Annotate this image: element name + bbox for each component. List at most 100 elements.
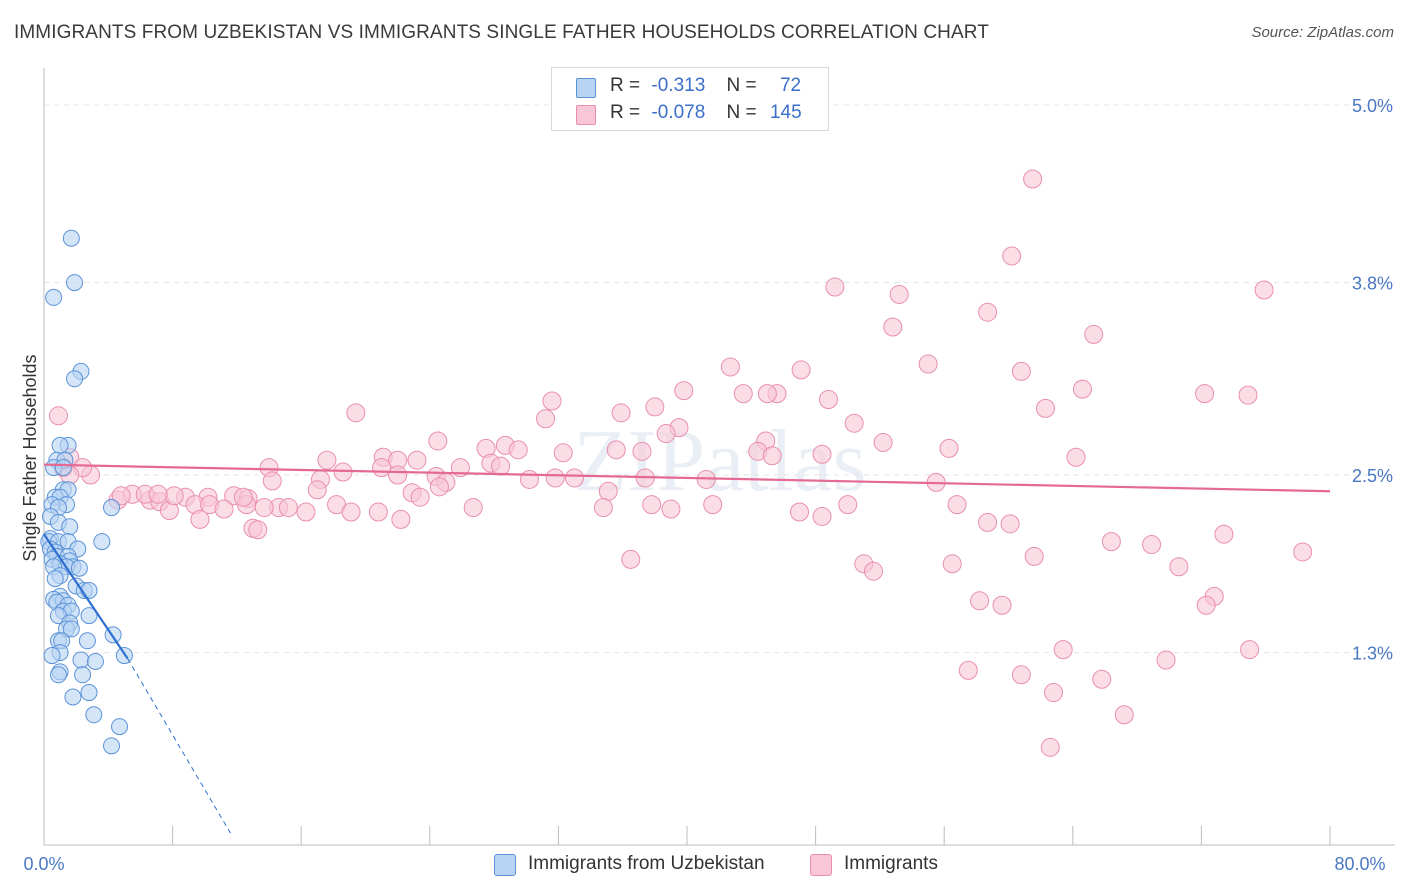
immigrants-point — [642, 495, 662, 515]
immigrants-point — [391, 509, 411, 529]
uzbekistan-point — [111, 718, 129, 736]
immigrants-point — [598, 481, 618, 501]
immigrants-trendline — [43, 463, 1331, 493]
immigrants-point — [1101, 532, 1121, 552]
y-tick-label: 3.8% — [1352, 274, 1393, 294]
immigrants-point — [491, 456, 511, 476]
immigrants-point — [812, 444, 832, 464]
uzbekistan-point — [72, 651, 90, 669]
immigrants-point — [661, 499, 681, 519]
immigrants-point — [1053, 640, 1073, 660]
immigrants-point — [428, 431, 448, 451]
immigrants-point — [656, 424, 676, 444]
immigrants-point — [410, 487, 430, 507]
uzbekistan-point — [62, 229, 80, 247]
immigrants-point — [791, 360, 811, 380]
uzbekistan-point — [54, 459, 72, 477]
immigrants-point — [1002, 246, 1022, 266]
immigrants-point — [992, 595, 1012, 615]
immigrants-point — [889, 284, 909, 304]
n-value-immigrants: 145 — [769, 102, 802, 123]
immigrants-point — [317, 450, 337, 470]
immigrants-point — [1040, 737, 1060, 757]
uzbekistan-swatch — [576, 78, 596, 98]
uzbekistan-point — [80, 684, 98, 702]
immigrants-point — [1035, 398, 1055, 418]
immigrants-point — [407, 450, 427, 470]
immigrants-point — [254, 498, 274, 518]
uzbekistan-point — [103, 737, 121, 755]
immigrants-point — [111, 486, 131, 506]
uzbekistan-point — [64, 688, 82, 706]
immigrants-point — [542, 391, 562, 411]
x-tick-label-min: 0.0% — [23, 854, 64, 874]
r-label: R = — [610, 75, 641, 96]
immigrants-point — [918, 354, 938, 374]
uzbekistan-point — [51, 436, 69, 454]
immigrants-swatch — [576, 105, 596, 125]
uzbekistan-point — [43, 647, 61, 665]
r-label: R = — [610, 102, 641, 123]
uzbekistan-trendline-extension — [127, 658, 231, 834]
immigrants-points — [48, 169, 1313, 757]
y-tick-label: 5.0% — [1352, 96, 1393, 116]
immigrants-point — [1114, 705, 1134, 725]
immigrants-point — [564, 468, 584, 488]
immigrants-point — [818, 390, 838, 410]
immigrants-point — [632, 441, 652, 461]
immigrants-point — [1044, 683, 1064, 703]
immigrants-point — [1169, 557, 1189, 577]
immigrants-point — [883, 317, 903, 337]
immigrants-point — [1156, 650, 1176, 670]
immigrants-point — [762, 446, 782, 466]
immigrants-point — [606, 440, 626, 460]
immigrants-point — [368, 502, 388, 522]
immigrants-point — [233, 487, 253, 507]
n-label: N = — [726, 75, 757, 96]
immigrants-point — [825, 277, 845, 297]
immigrants-point — [214, 499, 234, 519]
immigrants-point — [429, 477, 449, 497]
y-tick-label: 2.5% — [1352, 466, 1393, 486]
immigrants-point — [970, 591, 990, 611]
immigrants-point — [341, 502, 361, 522]
immigrants-point — [1024, 546, 1044, 566]
immigrants-point — [1214, 524, 1234, 544]
immigrants-point — [1011, 665, 1031, 685]
immigrants-point — [248, 520, 268, 540]
immigrants-point — [508, 440, 528, 460]
uzbekistan-point — [103, 499, 121, 517]
uzbekistan-point — [78, 632, 96, 650]
immigrants-point — [947, 495, 967, 515]
uzbekistan-point — [80, 581, 98, 599]
immigrants-legend-label: Immigrants — [844, 853, 938, 874]
n-label: N = — [726, 102, 757, 123]
r-value-uzbekistan: -0.313 — [651, 75, 706, 96]
uzbekistan-trendline — [43, 533, 129, 660]
immigrants-point — [346, 403, 366, 423]
immigrants-point — [674, 381, 694, 401]
chart-source: Source: ZipAtlas.com — [1251, 24, 1394, 41]
immigrants-point — [720, 357, 740, 377]
immigrants-point — [1254, 280, 1274, 300]
axes — [43, 68, 1395, 846]
immigrants-point — [611, 403, 631, 423]
immigrants-point — [873, 432, 893, 452]
immigrants-point — [978, 302, 998, 322]
immigrants-point — [838, 495, 858, 515]
y-axis-title: Single Father Households — [20, 354, 40, 561]
r-value-immigrants: -0.078 — [651, 102, 706, 123]
immigrants-point — [164, 486, 184, 506]
immigrants-point — [593, 498, 613, 518]
immigrants-point — [48, 406, 68, 426]
immigrants-point — [978, 512, 998, 532]
x-ticks — [43, 826, 1331, 845]
immigrants-point — [296, 502, 316, 522]
immigrants-point — [645, 397, 665, 417]
immigrants-point — [733, 384, 753, 404]
uzbekistan-point — [74, 666, 92, 684]
immigrants-point — [757, 384, 777, 404]
uzbekistan-point — [49, 666, 67, 684]
immigrants-point — [463, 498, 483, 518]
